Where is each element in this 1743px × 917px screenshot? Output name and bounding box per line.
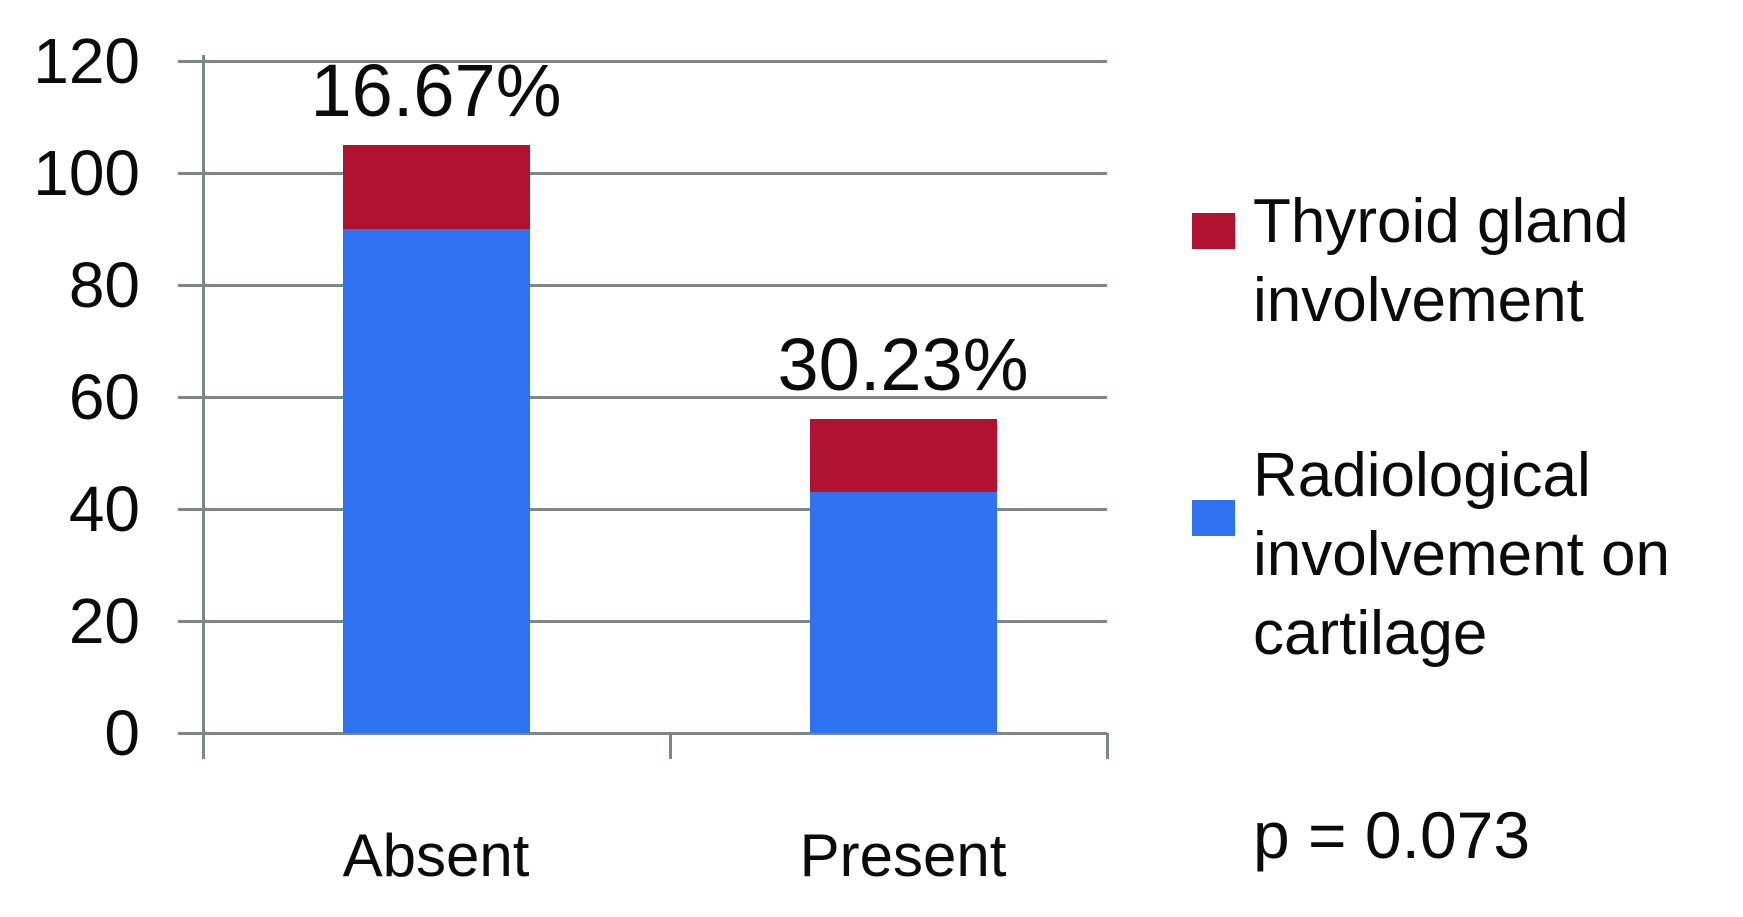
legend-label-thyroid: Thyroid gland involvement (1253, 187, 1629, 335)
bar-absent-thyroid (342, 145, 530, 229)
y-tick-label-100: 100 (33, 137, 140, 209)
gridline-0 (203, 732, 1107, 735)
y-tick-label-20: 20 (68, 585, 140, 657)
y-tick-label-0: 0 (104, 697, 140, 769)
legend-swatch-radiological-blue (1192, 500, 1235, 536)
y-tick-label-80: 80 (68, 249, 140, 321)
bar-present-thyroid (809, 419, 997, 493)
legend-item-thyroid: Thyroid gland involvement (1192, 182, 1743, 340)
bar-present-radiological (809, 492, 997, 733)
y-axis-line (202, 55, 205, 759)
y-axis-tick-60 (178, 396, 203, 399)
legend-label-radiological: Radiological involvement on cartilage (1253, 441, 1671, 668)
gridline-60 (203, 396, 1107, 399)
x-axis-tick-0 (202, 733, 205, 759)
y-axis-tick-40 (178, 508, 203, 511)
gridline-100 (203, 172, 1107, 175)
gridline-20 (203, 620, 1107, 623)
y-tick-label-120: 120 (33, 25, 140, 97)
p-value-annotation: p = 0.073 (1253, 798, 1531, 872)
x-axis-tick-2 (1106, 733, 1109, 759)
gridline-120 (203, 60, 1107, 63)
bar-absent-radiological (342, 229, 530, 733)
bar-value-label-present: 30.23% (777, 323, 1029, 407)
x-tick-label-present: Present (799, 822, 1007, 889)
legend-item-radiological: Radiological involvement on cartilage (1192, 436, 1743, 673)
y-axis-tick-100 (178, 172, 203, 175)
y-axis-tick-0 (178, 732, 203, 735)
x-axis-tick-1 (669, 733, 672, 759)
y-tick-label-60: 60 (68, 361, 140, 433)
y-axis-tick-20 (178, 620, 203, 623)
legend-swatch-thyroid-red (1192, 213, 1235, 249)
x-tick-label-absent: Absent (342, 822, 530, 889)
gridline-80 (203, 284, 1107, 287)
bar-value-label-absent: 16.67% (310, 49, 562, 132)
y-axis-tick-120 (178, 60, 203, 63)
y-axis-tick-80 (178, 284, 203, 287)
gridline-40 (203, 508, 1107, 511)
y-tick-label-40: 40 (68, 473, 140, 545)
